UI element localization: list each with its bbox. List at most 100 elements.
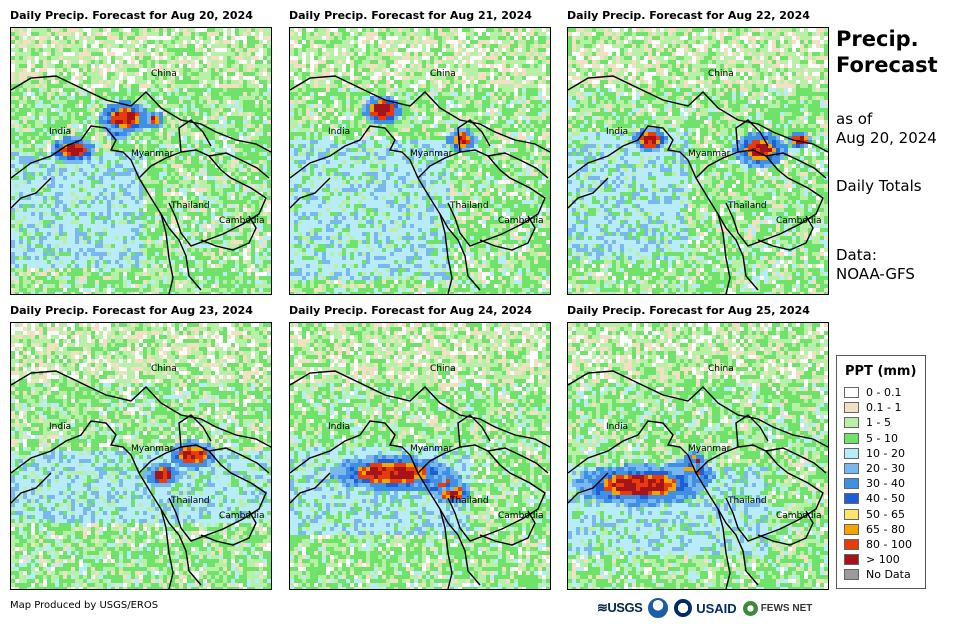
country-label-india: India <box>606 422 628 432</box>
border-line <box>457 414 491 448</box>
panel-title: Daily Precip. Forecast for Aug 20, 2024 <box>10 9 253 22</box>
border-line <box>138 444 267 542</box>
border-line <box>479 215 536 251</box>
country-borders <box>290 75 550 294</box>
legend-swatch <box>844 478 859 490</box>
partner-logos: ≋USGS USAID FEWS NET <box>597 597 812 619</box>
legend-item: 40 - 50 <box>844 491 925 506</box>
legend-item: 30 - 40 <box>844 476 925 491</box>
border-line <box>487 447 549 474</box>
precip-map-aug20: China India Myanmar Thailand Cambodia <box>10 27 272 295</box>
country-label-india: India <box>328 127 350 137</box>
country-label-thailand: Thailand <box>449 201 489 211</box>
noaa-logo-icon <box>648 598 669 618</box>
border-line <box>568 420 731 589</box>
country-label-thailand: Thailand <box>170 496 210 506</box>
border-line <box>457 119 491 153</box>
border-line <box>757 510 814 546</box>
border-line <box>208 447 270 474</box>
country-label-thailand: Thailand <box>170 201 210 211</box>
legend-swatch <box>844 569 859 581</box>
country-label-cambodia: Cambodia <box>498 511 544 521</box>
legend-swatch <box>844 417 859 429</box>
border-line <box>757 215 814 251</box>
border-line <box>138 149 267 247</box>
country-label-thailand: Thailand <box>727 496 767 506</box>
border-line <box>11 472 52 504</box>
forecast-panel-aug22: Daily Precip. Forecast for Aug 22, 2024 … <box>567 9 829 295</box>
legend-label: > 100 <box>866 553 900 566</box>
legend-label: 20 - 30 <box>866 462 905 475</box>
country-label-myanmar: Myanmar <box>688 444 731 454</box>
precip-grid <box>568 28 828 294</box>
legend-swatch <box>844 538 859 550</box>
country-label-myanmar: Myanmar <box>410 444 453 454</box>
border-line <box>200 510 257 546</box>
country-label-cambodia: Cambodia <box>776 216 822 226</box>
country-label-china: China <box>151 364 177 374</box>
border-line <box>487 152 549 179</box>
border-line <box>417 444 546 542</box>
country-label-india: India <box>49 127 71 137</box>
country-borders <box>11 370 271 589</box>
border-line <box>290 75 550 153</box>
border-line <box>290 370 550 448</box>
border-line <box>160 213 202 291</box>
data-source-label: Data: <box>836 246 915 265</box>
legend-label: 40 - 50 <box>866 492 905 505</box>
country-label-india: India <box>49 422 71 432</box>
legend-label: 5 - 10 <box>866 432 898 445</box>
border-line <box>717 213 759 291</box>
forecast-panel-aug21: Daily Precip. Forecast for Aug 21, 2024 … <box>289 9 551 295</box>
panel-title: Daily Precip. Forecast for Aug 24, 2024 <box>289 304 532 317</box>
border-line <box>160 508 202 586</box>
daily-totals-label: Daily Totals <box>836 177 922 196</box>
border-line <box>200 215 257 251</box>
legend-swatch <box>844 432 859 444</box>
legend-item: No Data <box>844 567 925 582</box>
forecast-panel-aug24: Daily Precip. Forecast for Aug 24, 2024 … <box>289 304 551 590</box>
legend-title: PPT (mm) <box>845 364 925 379</box>
legend-item: 10 - 20 <box>844 446 925 461</box>
border-line <box>439 508 481 586</box>
country-label-china: China <box>430 364 456 374</box>
precip-grid <box>290 28 550 294</box>
legend-swatch <box>844 508 859 520</box>
border-line <box>208 152 270 179</box>
fewsnet-logo: FEWS NET <box>761 603 813 614</box>
precip-map-aug22: China India Myanmar Thailand Cambodia <box>567 27 829 295</box>
country-label-china: China <box>430 69 456 79</box>
fewsnet-globe-icon <box>742 600 758 616</box>
country-label-china: China <box>708 69 734 79</box>
country-label-china: China <box>151 69 177 79</box>
border-line <box>11 370 271 448</box>
country-borders <box>568 370 828 589</box>
country-label-myanmar: Myanmar <box>131 149 174 159</box>
legend-swatch <box>844 463 859 475</box>
country-label-cambodia: Cambodia <box>498 216 544 226</box>
country-borders <box>11 75 271 294</box>
country-label-china: China <box>708 364 734 374</box>
panel-title: Daily Precip. Forecast for Aug 23, 2024 <box>10 304 253 317</box>
legend-label: 30 - 40 <box>866 477 905 490</box>
precip-grid <box>568 323 828 589</box>
border-line <box>479 510 536 546</box>
usaid-logo: USAID <box>696 601 736 616</box>
forecast-panel-aug23: Daily Precip. Forecast for Aug 23, 2024 … <box>10 304 272 590</box>
legend-item: 65 - 80 <box>844 522 925 537</box>
country-borders <box>568 75 828 294</box>
border-line <box>417 149 546 247</box>
border-line <box>695 444 824 542</box>
legend-label: 0 - 0.1 <box>866 386 901 399</box>
country-label-cambodia: Cambodia <box>219 216 265 226</box>
title-line-2: Forecast <box>836 52 938 78</box>
border-line <box>11 420 174 589</box>
legend-swatch <box>844 554 859 566</box>
country-borders <box>290 370 550 589</box>
legend-label: 80 - 100 <box>866 538 912 551</box>
country-label-myanmar: Myanmar <box>131 444 174 454</box>
border-line <box>765 447 827 474</box>
border-line <box>568 125 731 294</box>
border-line <box>717 508 759 586</box>
border-line <box>178 119 212 153</box>
